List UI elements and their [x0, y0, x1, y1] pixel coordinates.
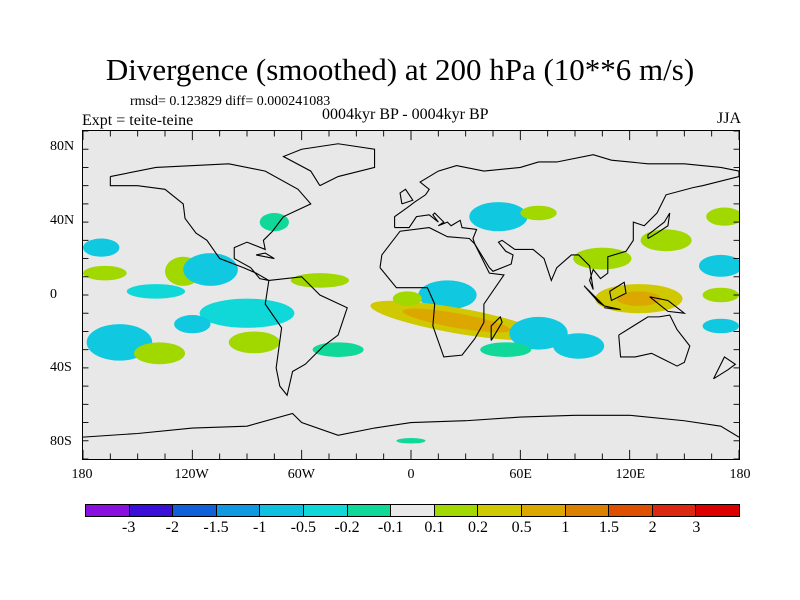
colorbar-box: [391, 505, 435, 516]
colorbar-box: [173, 505, 217, 516]
coastline: [282, 143, 376, 187]
coastline: [256, 252, 275, 260]
colorbar-label: -2: [165, 519, 179, 536]
coastline: [490, 315, 503, 341]
colorbar-box: [652, 505, 697, 516]
coastline: [583, 285, 605, 307]
colorbar-box: [303, 505, 348, 516]
coastline: [712, 356, 737, 380]
season-label: JJA: [716, 110, 741, 127]
colorbar-box: [478, 505, 522, 516]
lon-tick-label: 120W: [174, 467, 209, 482]
lat-tick-label: 40S: [50, 360, 72, 375]
colorbar-box: [347, 505, 392, 516]
colorbar-box: [216, 505, 261, 516]
lon-tick-label: 180: [71, 467, 93, 482]
colorbar-box: [609, 505, 653, 516]
coastline: [609, 281, 627, 302]
colorbar-box: [696, 505, 739, 516]
colorbar-label: 0.2: [468, 519, 488, 536]
colorbar-label: -1.5: [203, 519, 229, 536]
colorbar-label: 3: [692, 519, 701, 536]
experiment-label: Expt = teite-teine: [82, 112, 194, 129]
lon-tick-label: 0: [407, 467, 415, 482]
colorbar-box: [260, 505, 304, 516]
lon-tick-label: 180: [729, 467, 751, 482]
colorbar-label: -0.5: [290, 519, 316, 536]
colorbar-label: -1: [252, 519, 267, 536]
coastline: [649, 296, 687, 314]
coastline: [264, 276, 348, 397]
colorbar-box: [86, 505, 130, 516]
colorbar-box: [565, 505, 610, 516]
divergence-map: [82, 130, 743, 460]
lon-tick-label: 60E: [509, 467, 532, 482]
coastline: [647, 212, 671, 239]
colorbar-label: -3: [121, 519, 136, 536]
colorbar-label: 2: [648, 519, 657, 536]
coastline: [379, 227, 505, 358]
period-label: 0004kyr BP - 0004kyr BP: [322, 106, 489, 123]
map-panel: [82, 130, 743, 460]
coastline: [82, 412, 740, 438]
coastline: [394, 154, 740, 290]
colorbar-label: 1: [561, 519, 570, 536]
lat-tick-label: 40N: [50, 213, 75, 228]
lon-tick-label: 120E: [615, 467, 646, 482]
colorbar-box: [129, 505, 174, 516]
coastline: [604, 305, 621, 311]
divergence-fields: [83, 202, 743, 444]
colorbar-label: -0.2: [334, 519, 360, 536]
coastlines: [82, 143, 740, 438]
lat-tick-label: 80N: [50, 139, 75, 154]
colorbar-label: 1.5: [599, 519, 619, 536]
coastline: [109, 163, 312, 281]
stats-label: rmsd= 0.123829 diff= 0.000241083: [130, 94, 331, 109]
coastline: [399, 188, 414, 205]
plot-title: Divergence (smoothed) at 200 hPa (10**6 …: [105, 52, 695, 87]
lat-tick-label: 0: [50, 287, 57, 302]
colorbar-label: 0.5: [511, 519, 532, 536]
colorbar-box: [434, 505, 479, 516]
colorbar-label: -0.1: [377, 519, 404, 536]
colorbar-label: 0.1: [424, 519, 445, 536]
colorbar: [85, 504, 740, 517]
lon-tick-label: 60W: [287, 467, 315, 482]
colorbar-box: [521, 505, 566, 516]
coastline: [618, 314, 691, 367]
lat-tick-label: 80S: [50, 434, 72, 449]
